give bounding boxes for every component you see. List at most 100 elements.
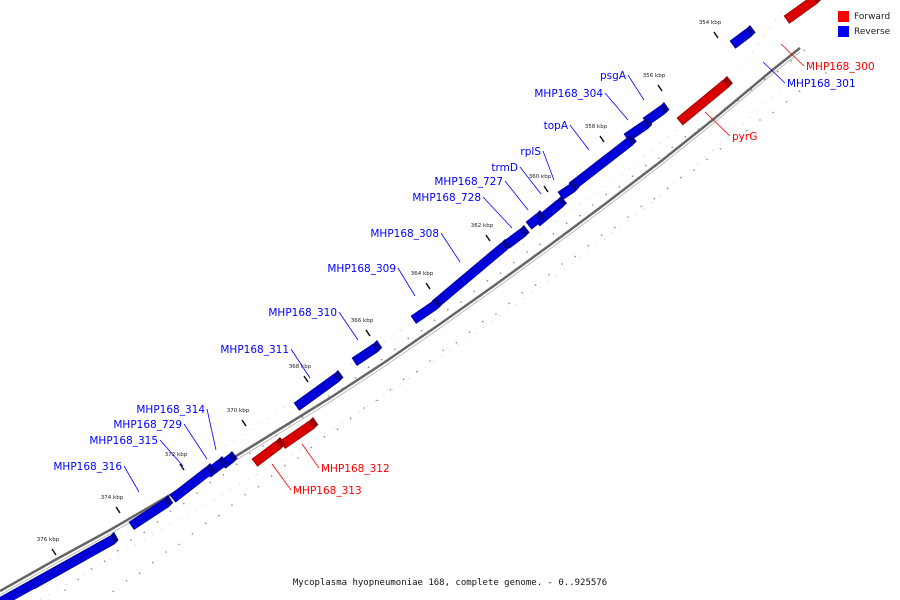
minor-tick <box>561 263 563 265</box>
ruler-label: 360 kbp <box>529 174 552 180</box>
legend-entry-forward: Forward <box>838 9 890 24</box>
forward-swatch <box>838 11 849 22</box>
gene-label-MHP168_308[interactable]: MHP168_308 <box>370 228 461 263</box>
gene-name: MHP168_315 <box>89 435 158 447</box>
minor-tick <box>614 226 616 229</box>
minor-tick <box>803 49 805 52</box>
gene-label-psgA[interactable]: psgA <box>600 70 645 101</box>
minor-tick <box>587 245 590 247</box>
gene-label-MHP168_312[interactable]: MHP168_312 <box>301 443 390 475</box>
minor-tick <box>772 111 774 114</box>
gene-pyrG[interactable] <box>676 76 733 126</box>
minor-tick <box>284 464 286 467</box>
gene-name: MHP168_316 <box>53 461 122 473</box>
minor-tick <box>508 302 511 305</box>
minor-tick <box>420 330 423 332</box>
minor-tick <box>315 405 317 408</box>
ruler-tick: 358 kbp <box>585 124 608 143</box>
minor-tick <box>684 136 687 138</box>
gene-label-MHP168_311[interactable]: MHP168_311 <box>220 344 311 379</box>
minor-tick <box>447 308 449 311</box>
minor-tick <box>275 434 278 437</box>
minor-tick <box>719 148 722 150</box>
minor-tick <box>336 428 339 431</box>
minor-tick <box>653 198 656 200</box>
gene-MHP168_309[interactable] <box>410 297 443 324</box>
gene-label-MHP168_300[interactable]: MHP168_300 <box>780 43 875 73</box>
gene-name: topA <box>544 120 569 132</box>
ruler-label: 354 kbp <box>699 20 722 26</box>
minor-tick <box>354 377 357 379</box>
gene-MHP168_313[interactable] <box>251 437 286 467</box>
gene-MHP168_310[interactable] <box>351 340 383 366</box>
gene-name: MHP168_309 <box>327 263 396 275</box>
gene-MHP168_311[interactable] <box>293 370 344 411</box>
gene-label-topA[interactable]: topA <box>544 120 590 151</box>
minor-tick <box>297 457 299 459</box>
ruler-tick: 360 kbp <box>529 174 552 193</box>
gene-MHP168_315[interactable] <box>169 463 216 503</box>
minor-tick <box>117 549 119 552</box>
ruler-tick: 370 kbp <box>227 408 250 427</box>
gene-MHP168_301[interactable] <box>729 25 756 49</box>
gene-MHP168_316[interactable] <box>128 495 174 530</box>
genome-backbone <box>0 47 801 593</box>
minor-tick <box>222 474 225 476</box>
minor-tick <box>249 452 251 455</box>
minor-tick <box>605 193 607 196</box>
ruler-label: 376 kbp <box>37 537 60 543</box>
gene-name: MHP168_308 <box>370 228 439 240</box>
minor-tick <box>394 348 396 350</box>
minor-tick <box>455 342 458 344</box>
gene-MHP168_300[interactable] <box>783 0 821 24</box>
gene-label-MHP168_309[interactable]: MHP168_309 <box>327 263 416 297</box>
minor-tick <box>218 514 220 517</box>
gene-label-MHP168_313[interactable]: MHP168_313 <box>271 463 362 497</box>
gene-label-MHP168_729[interactable]: MHP168_729 <box>113 419 208 460</box>
minor-tick <box>301 416 304 419</box>
ruler-label: 362 kbp <box>471 223 494 229</box>
gene-label-rplS[interactable]: rplS <box>520 146 555 181</box>
minor-tick <box>350 417 352 420</box>
gene-label-MHP168_301[interactable]: MHP168_301 <box>762 61 856 90</box>
ruler-tick: 362 kbp <box>471 223 494 242</box>
gene-MHP168_727[interactable] <box>525 210 546 230</box>
minor-tick <box>328 395 330 397</box>
minor-tick <box>552 233 555 235</box>
gene-label-MHP168_727[interactable]: MHP168_727 <box>434 176 529 211</box>
minor-tick <box>169 510 172 512</box>
minor-tick <box>90 568 93 570</box>
gene-name: MHP168_310 <box>268 307 337 319</box>
gene-name: MHP168_311 <box>220 344 289 356</box>
ruler-tick: 356 kbp <box>643 73 666 92</box>
gene-continuation-2[interactable] <box>29 532 119 590</box>
ruler-label: 374 kbp <box>101 495 124 501</box>
ruler-label: 368 kbp <box>289 364 312 370</box>
minor-tick <box>600 234 603 236</box>
gene-label-pyrG[interactable]: pyrG <box>704 111 757 143</box>
gene-label-MHP168_315[interactable]: MHP168_315 <box>89 435 184 467</box>
gene-MHP168_308[interactable] <box>431 239 512 309</box>
minor-tick <box>825 72 827 74</box>
minor-tick <box>381 358 383 361</box>
gene-label-MHP168_316[interactable]: MHP168_316 <box>53 461 140 493</box>
minor-tick <box>658 157 660 159</box>
minor-tick <box>138 572 141 574</box>
gene-label-trmD[interactable]: trmD <box>491 162 542 195</box>
minor-tick <box>548 273 550 276</box>
gene-topA[interactable] <box>568 134 637 191</box>
minor-tick <box>64 589 66 591</box>
gene-label-MHP168_310[interactable]: MHP168_310 <box>268 307 359 341</box>
minor-tick <box>645 164 647 167</box>
gene-label-MHP168_728[interactable]: MHP168_728 <box>412 192 513 229</box>
gene-label-MHP168_314[interactable]: MHP168_314 <box>136 404 217 451</box>
minor-tick <box>790 60 792 62</box>
minor-tick <box>724 107 726 109</box>
gene-label-MHP168_304[interactable]: MHP168_304 <box>534 88 629 121</box>
minor-tick <box>244 493 246 496</box>
gene-rplS[interactable] <box>557 180 580 200</box>
minor-tick <box>389 389 392 391</box>
minor-tick <box>156 521 159 523</box>
minor-tick <box>534 284 537 287</box>
